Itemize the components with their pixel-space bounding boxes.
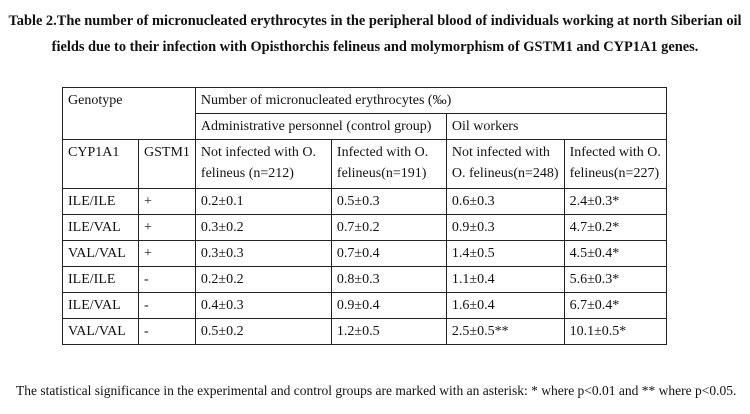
col-admin-infected-header: Infected with O. felineus(n=191) [330,139,447,189]
admin-not-infected-cell: 0.2±0.2 [194,266,332,293]
oil-not-infected-cell: 1.1±0.4 [445,266,565,293]
admin-infected-cell: 0.7±0.4 [330,240,447,267]
admin-not-infected-cell: 0.3±0.2 [194,214,332,241]
gstm1-cell: + [138,240,196,267]
admin-not-infected-cell: 0.5±0.2 [194,318,332,345]
oil-infected-cell: 4.7±0.2* [563,214,667,241]
footnote: The statistical significance in the expe… [16,383,737,398]
table-caption: Table 2.The number of micronucleated ery… [0,8,750,60]
gstm1-cell: + [138,188,196,215]
table-row: ILE/ILE + 0.2±0.1 0.5±0.3 0.6±0.3 2.4±0.… [62,188,667,215]
oil-not-infected-cell: 1.6±0.4 [445,292,565,319]
admin-infected-cell: 0.8±0.3 [330,266,447,293]
table-row: ILE/VAL - 0.4±0.3 0.9±0.4 1.6±0.4 6.7±0.… [62,292,667,319]
caption-line-1: Table 2.The number of micronucleated ery… [8,13,742,29]
admin-not-infected-cell: 0.2±0.1 [194,188,332,215]
gstm1-cell: - [138,266,196,293]
admin-infected-cell: 0.7±0.2 [330,214,447,241]
col-admin-not-infected-line-2: felineus (n=212) [200,166,294,181]
col-admin-infected-line-2: felineus(n=191) [336,166,427,181]
col-admin-infected-line-1: Infected with O. [336,145,429,160]
col-oil-not-infected-line-1: Not infected with [451,145,550,160]
col-gstm1-header: GSTM1 [138,139,196,189]
oil-infected-cell: 6.7±0.4* [563,292,667,319]
col-oil-infected-header: Infected with O. felineus(n=227) [563,139,667,189]
oil-infected-cell: 5.6±0.3* [563,266,667,293]
cyp1a1-cell: VAL/VAL [62,318,139,345]
oil-header: Oil workers [445,113,667,140]
gstm1-cell: + [138,214,196,241]
gstm1-cell: - [138,292,196,319]
oil-infected-cell: 2.4±0.3* [563,188,667,215]
admin-not-infected-cell: 0.4±0.3 [194,292,332,319]
oil-not-infected-cell: 0.9±0.3 [445,214,565,241]
admin-infected-cell: 0.5±0.3 [330,188,447,215]
col-oil-not-infected-header: Not infected with O. felineus(n=248) [445,139,565,189]
oil-not-infected-cell: 2.5±0.5** [445,318,565,345]
gstm1-cell: - [138,318,196,345]
oil-not-infected-cell: 0.6±0.3 [445,188,565,215]
table-row: VAL/VAL - 0.5±0.2 1.2±0.5 2.5±0.5** 10.1… [62,318,667,345]
admin-not-infected-cell: 0.3±0.3 [194,240,332,267]
table-row: ILE/ILE - 0.2±0.2 0.8±0.3 1.1±0.4 5.6±0.… [62,266,667,293]
genotype-header: Genotype [62,87,196,140]
admin-infected-cell: 1.2±0.5 [330,318,447,345]
table-row: ILE/VAL + 0.3±0.2 0.7±0.2 0.9±0.3 4.7±0.… [62,214,667,241]
col-cyp1a1-header: CYP1A1 [62,139,139,189]
col-oil-not-infected-line-2: O. felineus(n=248) [451,166,559,181]
table-row: VAL/VAL + 0.3±0.3 0.7±0.4 1.4±0.5 4.5±0.… [62,240,667,267]
admin-header: Administrative personnel (control group) [194,113,447,140]
header-row-3: CYP1A1 GSTM1 Not infected with O. feline… [62,139,667,189]
col-oil-infected-line-1: Infected with O. [569,145,661,160]
caption-line-2: fields due to their infection with Opist… [51,39,699,55]
cyp1a1-cell: ILE/VAL [62,214,139,241]
header-row-1: Genotype Number of micronucleated erythr… [62,87,667,140]
cyp1a1-cell: ILE/ILE [62,266,139,293]
oil-not-infected-cell: 1.4±0.5 [445,240,565,267]
col-admin-not-infected-line-1: Not infected with O. [200,145,316,160]
header-row-2: Administrative personnel (control group)… [63,113,667,140]
cyp1a1-cell: ILE/VAL [62,292,139,319]
admin-infected-cell: 0.9±0.4 [330,292,447,319]
oil-infected-cell: 4.5±0.4* [563,240,667,267]
cyp1a1-cell: ILE/ILE [62,188,139,215]
cyp1a1-cell: VAL/VAL [62,240,139,267]
col-oil-infected-line-2: felineus(n=227) [569,166,660,181]
group-header: Number of micronucleated erythrocytes (‰… [194,87,667,114]
data-table: Genotype Number of micronucleated erythr… [62,87,667,345]
oil-infected-cell: 10.1±0.5* [563,318,667,345]
col-admin-not-infected-header: Not infected with O. felineus (n=212) [194,139,332,189]
